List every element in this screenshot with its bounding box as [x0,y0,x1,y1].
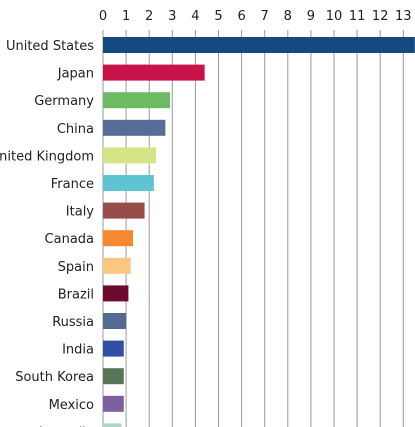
category-label: Italy [66,205,95,220]
x-tick-label: 3 [168,9,176,24]
bar-south-korea [103,368,124,385]
x-tick-label: 1 [122,9,130,24]
x-tick-label: 4 [191,9,199,24]
category-label: United Kingdom [0,149,94,164]
category-label: Canada [45,232,94,247]
bar-france [103,175,154,191]
bars [103,37,415,427]
bar-australia [103,423,122,427]
bar-russia [103,313,127,329]
x-tick-label: 9 [307,9,315,24]
category-label: Germany [34,94,94,109]
category-label: France [51,177,94,192]
x-tick-label: 6 [237,9,245,24]
bar-mexico [103,395,124,412]
x-tick-label: 0 [99,9,107,24]
x-tick-label: 2 [145,9,153,24]
x-tick-label: 11 [349,9,366,24]
bar-germany [103,92,170,109]
category-label: Brazil [58,287,94,302]
bar-united-states [103,37,415,53]
bar-japan [103,64,205,81]
category-label: Mexico [49,398,94,413]
bar-brazil [103,285,129,302]
x-axis-tick-labels: 0 1 2 3 4 5 6 7 8 9 10 11 12 13 [99,9,412,24]
category-label: Russia [52,315,94,330]
bar-united-kingdom [103,147,157,164]
x-tick-label: 13 [395,9,412,24]
category-labels: United States Japan Germany China United Kin… [0,39,94,427]
category-label: India [62,343,94,358]
bar-india [103,340,124,357]
category-label: United States [6,39,94,54]
bar-italy [103,202,145,219]
x-tick-label: 5 [214,9,222,24]
bar-china [103,119,166,136]
category-label: Japan [57,67,94,82]
x-tick-label: 8 [284,9,292,24]
category-label: Australia [36,425,94,427]
x-tick-label: 7 [261,9,269,24]
category-label: China [57,122,94,137]
x-tick-label: 12 [372,9,389,24]
category-label: Spain [58,260,94,275]
bar-canada [103,230,134,247]
x-tick-label: 10 [326,9,343,24]
category-label: South Korea [15,370,94,385]
bar-spain [103,257,131,274]
gridlines [102,30,404,427]
